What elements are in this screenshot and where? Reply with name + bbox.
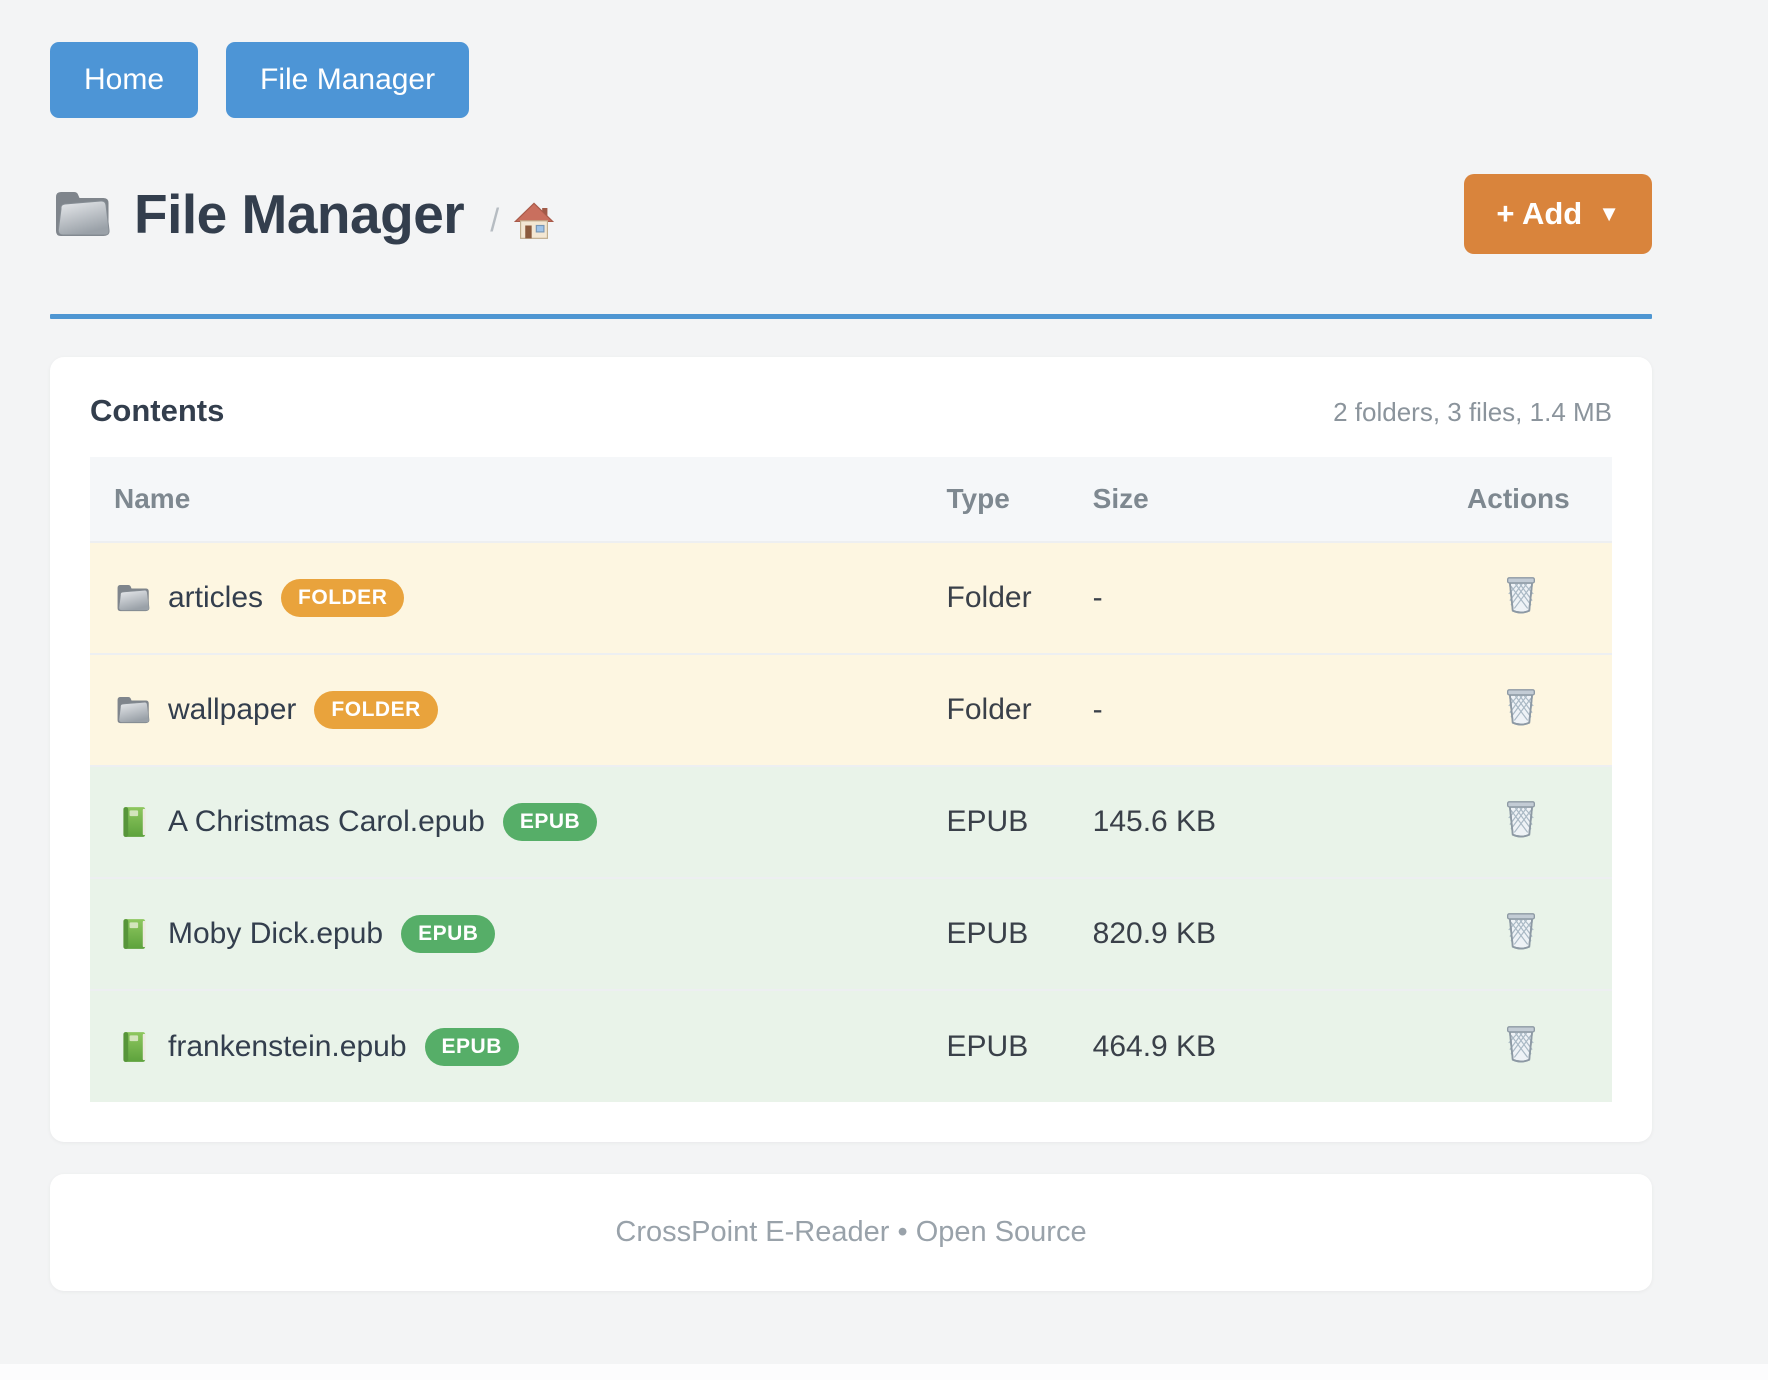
footer-card: CrossPoint E-Reader • Open Source bbox=[50, 1174, 1652, 1291]
table-row[interactable]: A Christmas Carol.epub EPUB EPUB 145.6 K… bbox=[90, 765, 1612, 878]
folder-icon bbox=[114, 693, 152, 727]
top-nav: Home File Manager bbox=[50, 0, 1652, 118]
table-row[interactable]: frankenstein.epub EPUB EPUB 464.9 KB bbox=[90, 989, 1612, 1102]
type-cell: EPUB bbox=[922, 989, 1069, 1102]
delete-button[interactable] bbox=[1503, 798, 1539, 838]
delete-button[interactable] bbox=[1503, 686, 1539, 726]
nav-file-manager-button[interactable]: File Manager bbox=[226, 42, 470, 118]
type-badge: EPUB bbox=[401, 915, 496, 953]
type-badge: EPUB bbox=[424, 1027, 519, 1066]
green-book-icon bbox=[114, 1030, 152, 1064]
breadcrumb-separator: / bbox=[490, 201, 500, 238]
column-header-type: Type bbox=[922, 457, 1069, 542]
trash-icon bbox=[1506, 800, 1536, 838]
table-header-row: Name Type Size Actions bbox=[90, 457, 1612, 542]
page-title: File Manager bbox=[134, 183, 465, 245]
type-badge: FOLDER bbox=[281, 579, 405, 617]
column-header-name: Name bbox=[90, 457, 923, 542]
size-cell: 145.6 KB bbox=[1068, 765, 1444, 878]
contents-table-body: articles FOLDER Folder - wallpaper FOLDE… bbox=[90, 541, 1612, 1102]
add-button[interactable]: + Add ▼ bbox=[1464, 174, 1652, 254]
contents-card-header: Contents 2 folders, 3 files, 1.4 MB bbox=[90, 393, 1612, 429]
trash-icon bbox=[1506, 576, 1536, 614]
column-header-actions: Actions bbox=[1443, 457, 1612, 542]
trash-icon bbox=[1506, 912, 1536, 950]
files-table: Name Type Size Actions articles FOLDER F… bbox=[90, 457, 1612, 1102]
file-name-link[interactable]: articles bbox=[168, 581, 264, 614]
green-book-icon bbox=[114, 805, 152, 839]
table-row[interactable]: wallpaper FOLDER Folder - bbox=[90, 653, 1612, 766]
table-row[interactable]: articles FOLDER Folder - bbox=[90, 541, 1612, 654]
folder-icon bbox=[55, 191, 110, 237]
file-name-link[interactable]: Moby Dick.epub bbox=[168, 917, 384, 950]
file-name-link[interactable]: A Christmas Carol.epub bbox=[168, 805, 485, 838]
add-button-label: + Add bbox=[1496, 196, 1583, 231]
page-container: Home File Manager File Manager / + Add ▼… bbox=[50, 0, 1652, 1291]
type-cell: EPUB bbox=[922, 877, 1069, 990]
contents-card: Contents 2 folders, 3 files, 1.4 MB Name… bbox=[50, 357, 1652, 1142]
home-icon[interactable] bbox=[513, 201, 555, 243]
type-badge: EPUB bbox=[502, 803, 598, 841]
type-cell: Folder bbox=[922, 541, 1069, 654]
page-header: File Manager / + Add ▼ bbox=[50, 174, 1652, 254]
chevron-down-icon: ▼ bbox=[1598, 201, 1620, 226]
trash-icon bbox=[1506, 688, 1536, 726]
title-group: File Manager / bbox=[50, 182, 555, 246]
size-cell: 464.9 KB bbox=[1068, 989, 1444, 1102]
accent-divider bbox=[50, 314, 1652, 319]
green-book-icon bbox=[114, 917, 152, 951]
size-cell: - bbox=[1068, 541, 1444, 654]
file-name-link[interactable]: frankenstein.epub bbox=[168, 1029, 407, 1063]
trash-icon bbox=[1506, 1025, 1536, 1062]
folder-icon bbox=[114, 581, 152, 615]
delete-button[interactable] bbox=[1503, 910, 1539, 950]
delete-button[interactable] bbox=[1503, 1023, 1539, 1063]
type-cell: EPUB bbox=[922, 765, 1069, 878]
size-cell: - bbox=[1068, 653, 1444, 766]
nav-home-button[interactable]: Home bbox=[50, 42, 199, 118]
type-cell: Folder bbox=[922, 653, 1069, 766]
file-name-link[interactable]: wallpaper bbox=[168, 693, 297, 726]
column-header-size: Size bbox=[1068, 457, 1444, 542]
page-bottom-strip bbox=[0, 1364, 1768, 1380]
footer-text: CrossPoint E-Reader • Open Source bbox=[615, 1216, 1087, 1248]
delete-button[interactable] bbox=[1503, 574, 1539, 614]
size-cell: 820.9 KB bbox=[1068, 877, 1444, 990]
contents-summary: 2 folders, 3 files, 1.4 MB bbox=[1333, 397, 1612, 427]
contents-heading: Contents bbox=[90, 393, 225, 428]
type-badge: FOLDER bbox=[314, 691, 438, 729]
table-row[interactable]: Moby Dick.epub EPUB EPUB 820.9 KB bbox=[90, 877, 1612, 990]
